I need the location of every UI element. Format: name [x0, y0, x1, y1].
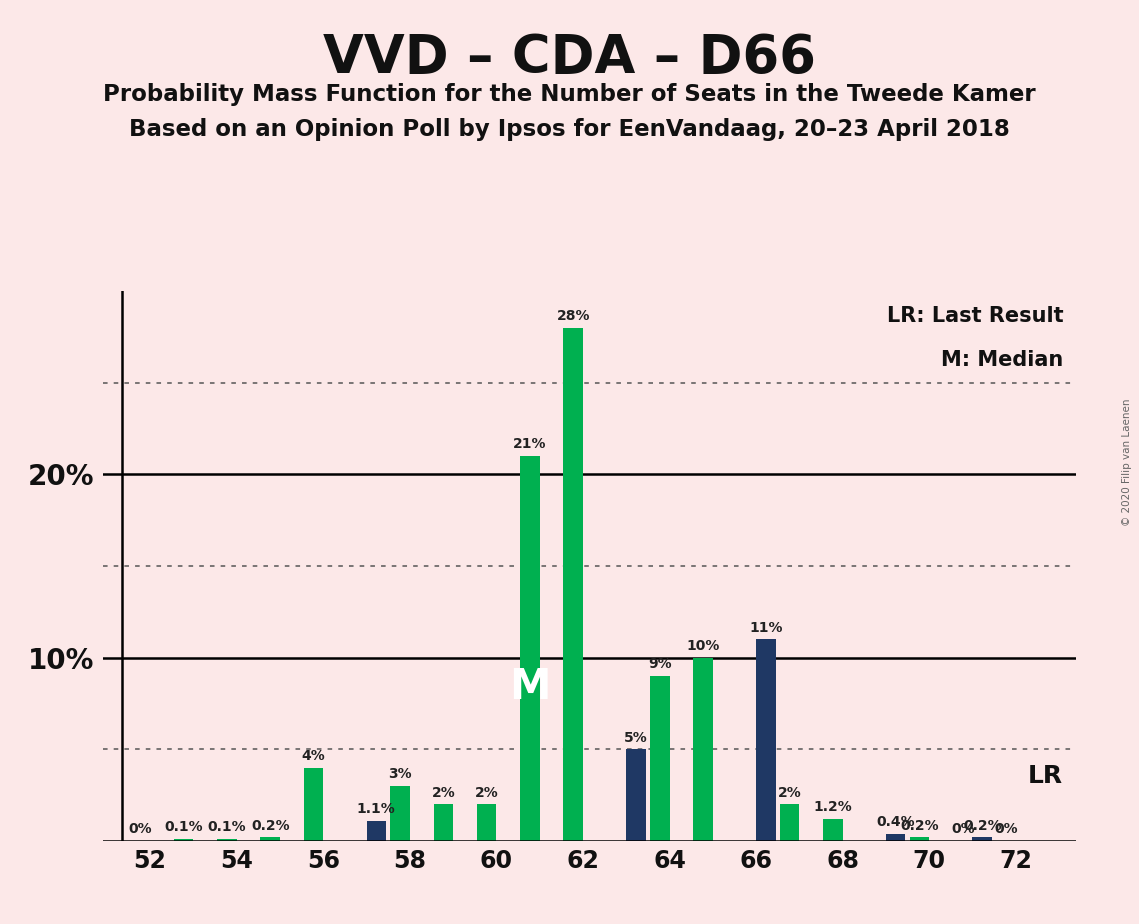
Bar — [780, 804, 800, 841]
Text: 0.2%: 0.2% — [900, 819, 939, 833]
Text: M: Median: M: Median — [941, 349, 1064, 370]
Text: 9%: 9% — [648, 657, 672, 672]
Text: 2%: 2% — [475, 785, 499, 799]
Text: 11%: 11% — [749, 621, 782, 635]
Bar — [174, 839, 194, 841]
Bar — [650, 676, 670, 841]
Bar — [823, 819, 843, 841]
Text: 0.1%: 0.1% — [164, 821, 203, 834]
Bar — [973, 837, 992, 841]
Text: 28%: 28% — [557, 310, 590, 323]
Bar — [910, 837, 929, 841]
Text: Based on an Opinion Poll by Ipsos for EenVandaag, 20–23 April 2018: Based on an Opinion Poll by Ipsos for Ee… — [129, 118, 1010, 141]
Text: 0%: 0% — [951, 822, 975, 836]
Bar — [756, 639, 776, 841]
Text: Probability Mass Function for the Number of Seats in the Tweede Kamer: Probability Mass Function for the Number… — [104, 83, 1035, 106]
Text: 2%: 2% — [778, 785, 802, 799]
Bar — [391, 785, 410, 841]
Bar — [694, 658, 713, 841]
Text: 0.1%: 0.1% — [207, 821, 246, 834]
Text: M: M — [509, 666, 550, 708]
Bar — [261, 837, 280, 841]
Bar — [626, 749, 646, 841]
Text: 1.1%: 1.1% — [357, 802, 395, 816]
Bar — [434, 804, 453, 841]
Bar — [477, 804, 497, 841]
Text: 2%: 2% — [432, 785, 456, 799]
Bar — [367, 821, 386, 841]
Text: 5%: 5% — [624, 731, 648, 745]
Text: VVD – CDA – D66: VVD – CDA – D66 — [323, 32, 816, 84]
Text: LR: LR — [1029, 764, 1064, 788]
Text: 0.4%: 0.4% — [876, 815, 915, 829]
Text: 21%: 21% — [514, 437, 547, 452]
Text: 4%: 4% — [302, 749, 326, 763]
Bar — [304, 768, 323, 841]
Text: © 2020 Filip van Laenen: © 2020 Filip van Laenen — [1122, 398, 1132, 526]
Text: 10%: 10% — [687, 639, 720, 653]
Text: LR: Last Result: LR: Last Result — [887, 306, 1064, 326]
Bar — [218, 839, 237, 841]
Bar — [564, 328, 583, 841]
Text: 1.2%: 1.2% — [813, 800, 852, 814]
Text: 0%: 0% — [129, 822, 153, 836]
Bar — [886, 833, 906, 841]
Text: 0.2%: 0.2% — [962, 819, 1001, 833]
Text: 3%: 3% — [388, 767, 412, 782]
Text: 0.2%: 0.2% — [251, 819, 289, 833]
Bar — [521, 456, 540, 841]
Text: 0%: 0% — [994, 822, 1018, 836]
